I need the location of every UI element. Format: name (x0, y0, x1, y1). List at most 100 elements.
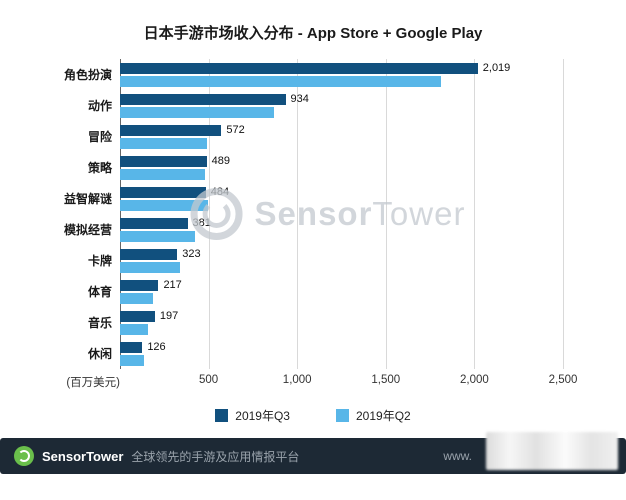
bar-series-0 (120, 279, 159, 291)
bar-line: 489 (120, 155, 563, 167)
x-tick-label: 2,000 (460, 374, 489, 386)
x-tick-label: 1,500 (371, 374, 401, 386)
footer-bar: SensorTower 全球领先的手游及应用情报平台 www. (0, 432, 626, 474)
bar-series-1 (120, 106, 275, 118)
value-label: 381 (192, 217, 211, 229)
bar-line: 484 (120, 186, 563, 198)
category-label: 动作 (87, 99, 112, 113)
plot-area: 角色扮演 2,019 动作 934 冒险 572 策略 489 益智解谜 484 模拟经营 381 卡牌… (30, 59, 626, 391)
gridline (474, 59, 476, 369)
value-label: 197 (159, 310, 179, 322)
bar-line: 934 (120, 93, 563, 105)
bar-group: 381 (120, 214, 563, 245)
bar-group: 489 (120, 152, 563, 183)
bar-line (120, 75, 563, 87)
bar-line (120, 106, 563, 118)
legend-label-1: 2019年Q2 (356, 409, 411, 423)
bar-line: 2,019 (120, 62, 563, 74)
bar-series-0 (120, 93, 286, 105)
bar-series-0 (120, 248, 178, 260)
bar-series-1 (120, 137, 207, 149)
chart-row: 益智解谜 484 (30, 183, 626, 214)
bar-line: 572 (120, 124, 563, 136)
bar-series-1 (120, 199, 208, 211)
bar-line (120, 137, 563, 149)
footer-url: www. (443, 449, 472, 463)
bar-line: 323 (120, 248, 563, 260)
value-label: 217 (163, 279, 182, 291)
chart-row: 冒险 572 (30, 121, 626, 152)
value-label: 126 (147, 341, 166, 353)
x-tick-label: 2,500 (548, 374, 578, 386)
value-label: 484 (210, 186, 230, 198)
bar-series-1 (120, 292, 153, 304)
gridline (563, 59, 564, 369)
x-tick-label: 500 (199, 374, 219, 386)
bar-series-1 (120, 354, 144, 366)
bar-line (120, 168, 563, 180)
x-axis-unit-label: (百万美元) (66, 377, 120, 389)
bar-group: 572 (120, 121, 563, 152)
value-label: 934 (290, 93, 309, 105)
bar-line: 381 (120, 217, 563, 229)
bar-line (120, 230, 563, 242)
bar-series-1 (120, 168, 206, 180)
bar-group: 484 (120, 183, 563, 214)
footer-brand: SensorTower (42, 448, 124, 464)
bar-group: 323 (120, 245, 563, 276)
chart-row: 卡牌 323 (30, 245, 626, 276)
bar-series-0 (120, 310, 155, 322)
legend-swatch-0 (215, 409, 229, 422)
bar-series-1 (120, 230, 196, 242)
bar-line: 197 (120, 310, 563, 322)
bar-group: 197 (120, 307, 563, 338)
y-axis-line (120, 59, 121, 369)
bar-group: 2,019 (120, 59, 563, 90)
sensortower-footer-logo-icon (14, 446, 34, 466)
bar-line (120, 354, 563, 366)
bar-line: 217 (120, 279, 563, 291)
category-label: 休闲 (87, 347, 112, 361)
bar-group: 126 (120, 338, 563, 369)
value-label: 572 (226, 124, 245, 136)
category-label: 冒险 (87, 130, 112, 144)
bar-series-1 (120, 261, 181, 273)
legend-label-0: 2019年Q3 (235, 409, 290, 423)
x-axis: (百万美元) 500 1,000 1,500 2,000 2,500 (30, 373, 626, 391)
category-label: 策略 (87, 161, 112, 175)
footer-tagline: 全球领先的手游及应用情报平台 (131, 449, 300, 464)
legend: 2019年Q3 2019年Q2 (30, 407, 596, 424)
bar-group: 934 (120, 90, 563, 121)
bar-line (120, 261, 563, 273)
bar-series-0 (120, 186, 206, 198)
x-ticks: 500 1,000 1,500 2,000 2,500 (120, 373, 577, 391)
bar-line (120, 199, 563, 211)
gridline (208, 59, 210, 369)
bar-line (120, 323, 563, 335)
category-label: 卡牌 (87, 254, 112, 268)
bar-line (120, 292, 563, 304)
bar-series-0 (120, 341, 143, 353)
category-label: 角色扮演 (63, 68, 112, 82)
chart-row: 体育 217 (30, 276, 626, 307)
chart-row: 音乐 197 (30, 307, 626, 338)
bar-series-1 (120, 75, 441, 87)
legend-item-0: 2019年Q3 (215, 407, 290, 424)
chart-row: 角色扮演 2,019 (30, 59, 626, 90)
chart-rows: 角色扮演 2,019 动作 934 冒险 572 策略 489 益智解谜 484 模拟经营 381 卡牌… (30, 59, 626, 369)
chart-row: 动作 934 (30, 90, 626, 121)
chart-row: 策略 489 (30, 152, 626, 183)
bar-series-0 (120, 217, 188, 229)
legend-item-1: 2019年Q2 (336, 407, 411, 424)
gridlines (120, 59, 564, 369)
censored-url-area (486, 432, 618, 470)
bar-line: 126 (120, 341, 563, 353)
category-label: 模拟经营 (63, 223, 112, 237)
x-tick-label: 1,000 (282, 374, 312, 386)
value-label: 323 (182, 248, 201, 260)
value-label: 2,019 (482, 62, 511, 74)
bar-series-1 (120, 323, 149, 335)
category-label: 体育 (87, 285, 112, 299)
value-label: 489 (211, 155, 230, 167)
bar-series-0 (120, 155, 207, 167)
